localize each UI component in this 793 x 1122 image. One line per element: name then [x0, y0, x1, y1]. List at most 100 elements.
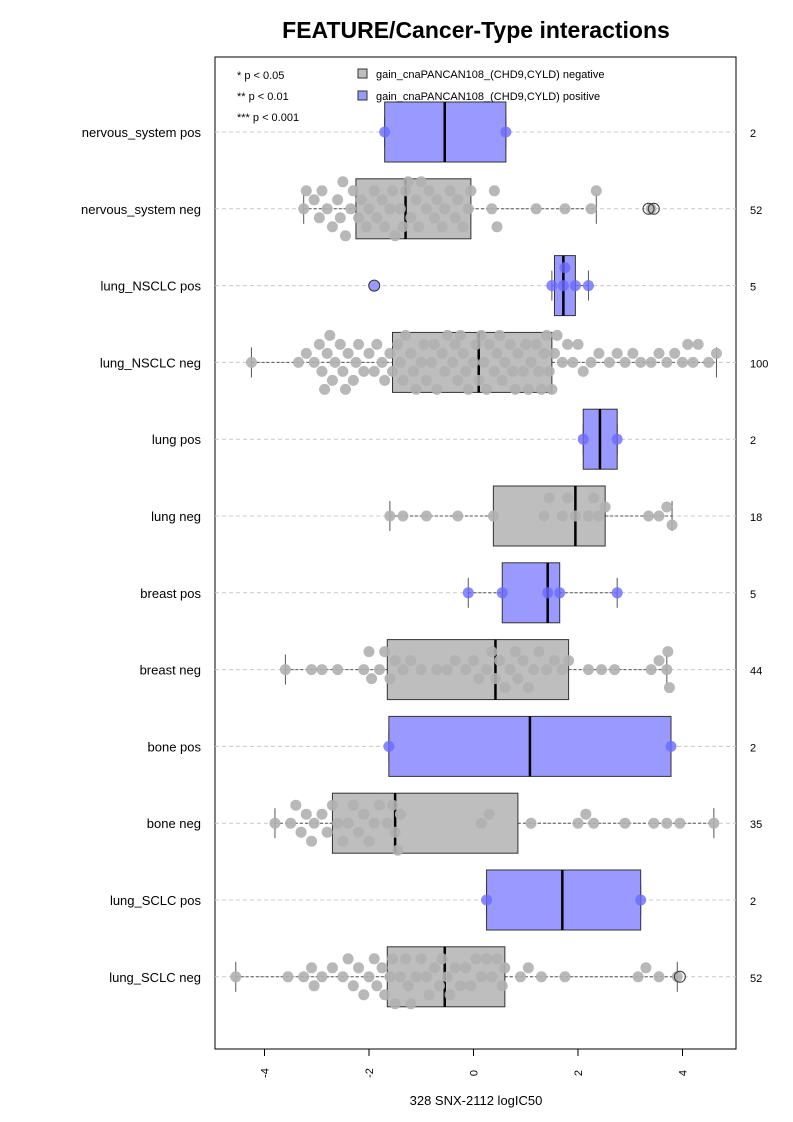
data-point: [645, 664, 657, 676]
data-point: [512, 347, 524, 359]
data-point: [426, 356, 438, 368]
data-point: [441, 664, 453, 676]
row-count: 18: [750, 512, 762, 524]
data-point: [509, 383, 521, 395]
legend-label: gain_cnaPANCAN108_(CHD9,CYLD) positive: [376, 91, 600, 103]
legend-swatch: [357, 90, 368, 101]
data-point: [410, 194, 422, 206]
data-point: [677, 356, 688, 368]
data-point: [483, 338, 495, 350]
data-point: [300, 185, 312, 197]
data-point: [428, 962, 440, 974]
data-point: [384, 510, 396, 522]
data-point: [316, 808, 328, 820]
data-point: [666, 519, 678, 531]
legend-label: gain_cnaPANCAN108_(CHD9,CYLD) negative: [376, 69, 604, 81]
data-point: [400, 185, 412, 197]
data-point: [379, 989, 391, 1001]
data-point: [420, 510, 432, 522]
row-label: breast neg: [140, 663, 201, 678]
data-point: [562, 492, 574, 504]
data-point: [269, 817, 281, 829]
data-point: [640, 962, 652, 974]
data-point: [454, 980, 466, 992]
x-axis: -4 -2 0 2 4: [260, 1048, 690, 1078]
data-point: [669, 347, 681, 359]
data-point: [653, 971, 665, 983]
data-point: [533, 365, 545, 377]
data-point: [517, 365, 529, 377]
data-point: [353, 826, 365, 838]
data-point: [371, 980, 383, 992]
data-point: [509, 646, 521, 658]
data-point: [384, 203, 396, 215]
data-point: [337, 835, 349, 847]
data-point: [279, 664, 291, 676]
data-point: [674, 817, 686, 829]
data-point: [392, 844, 404, 856]
data-point: [439, 365, 451, 377]
data-point: [499, 682, 511, 694]
data-point: [548, 655, 560, 667]
data-point: [313, 212, 325, 224]
row-label: lung_SCLC neg: [109, 970, 201, 985]
data-point: [611, 587, 623, 599]
data-point: [300, 347, 312, 359]
data-point: [428, 212, 440, 224]
data-point: [447, 356, 459, 368]
data-point: [687, 356, 699, 368]
data-point: [306, 835, 318, 847]
data-point: [468, 655, 479, 667]
data-point: [454, 329, 466, 341]
legend: * p < 0.05 ** p < 0.01 *** p < 0.001 gain_c…: [237, 68, 604, 124]
data-point: [387, 185, 399, 197]
data-point: [337, 176, 349, 188]
data-point: [489, 673, 501, 685]
data-points: [230, 126, 722, 1010]
data-point: [363, 835, 375, 847]
data-point: [457, 347, 469, 359]
data-point: [525, 817, 537, 829]
data-point: [559, 262, 571, 274]
data-point: [387, 799, 399, 811]
data-point: [400, 329, 412, 341]
data-point: [491, 347, 503, 359]
data-point: [611, 347, 623, 359]
data-point: [342, 347, 354, 359]
row-count: 5: [750, 282, 756, 294]
data-point: [481, 953, 493, 965]
x-tick-label: 0: [469, 1070, 481, 1076]
data-point: [535, 971, 547, 983]
outlier-point: [647, 202, 660, 215]
data-point: [363, 203, 375, 215]
data-point: [436, 221, 448, 233]
data-point: [436, 953, 448, 965]
data-point: [465, 185, 477, 197]
data-point: [496, 374, 508, 386]
x-axis-label: 328 SNX-2112 logIC50: [410, 1093, 543, 1108]
data-point: [332, 194, 344, 206]
data-point: [379, 646, 391, 658]
data-point: [525, 356, 537, 368]
data-point: [533, 646, 545, 658]
data-point: [434, 980, 446, 992]
data-point: [410, 971, 422, 983]
data-point: [556, 664, 568, 676]
data-point: [645, 203, 657, 215]
data-point: [298, 971, 310, 983]
data-point: [542, 587, 554, 599]
data-point: [394, 808, 406, 820]
significance-legend-item: * p < 0.05: [237, 70, 284, 82]
data-point: [308, 980, 320, 992]
data-point: [481, 894, 493, 906]
significance-legend-item: *** p < 0.001: [237, 112, 299, 124]
data-point: [462, 587, 474, 599]
data-point: [316, 365, 328, 377]
data-point: [522, 383, 534, 395]
data-point: [441, 971, 453, 983]
data-point: [420, 374, 432, 386]
data-point: [353, 962, 365, 974]
box-plots: [235, 101, 717, 1008]
data-point: [582, 280, 594, 292]
data-point: [347, 980, 359, 992]
